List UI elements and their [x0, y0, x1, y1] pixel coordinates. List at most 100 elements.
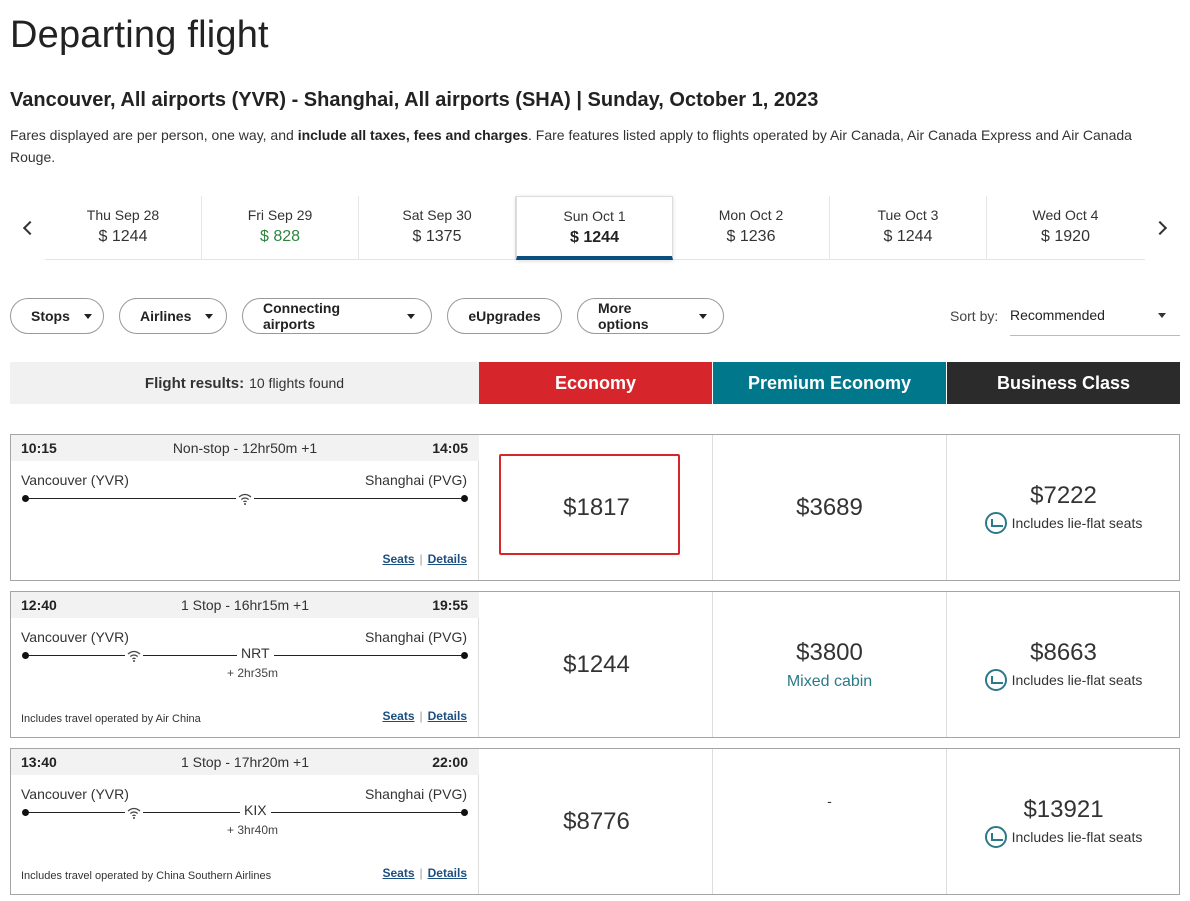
flight-info: 13:40 1 Stop - 17hr20m +1 22:00 Vancouve…	[11, 749, 479, 894]
lie-flat-text: Includes lie-flat seats	[1011, 514, 1143, 531]
date-tab-price: $ 1375	[412, 228, 462, 245]
caret-down-icon	[205, 313, 214, 319]
date-tab-date: Mon Oct 2	[718, 207, 784, 223]
more-options-label: More options	[598, 300, 649, 332]
link-separator: |	[419, 866, 423, 880]
connecting-airports-filter-button[interactable]: Connecting airports	[242, 298, 432, 334]
sort-label: Sort by:	[950, 308, 999, 324]
date-tab-fri-sep-29[interactable]: Fri Sep 29 $ 828	[202, 196, 359, 260]
date-tab-date: Thu Sep 28	[86, 207, 160, 223]
lie-flat-seat-icon	[984, 511, 1007, 534]
flight-row-2: 12:40 1 Stop - 16hr15m +1 19:55 Vancouve…	[10, 591, 1180, 738]
date-tab-sat-sep-30[interactable]: Sat Sep 30 $ 1375	[359, 196, 516, 260]
caret-down-icon	[407, 313, 415, 319]
premium-price: $3800	[796, 638, 863, 666]
flight-links: Seats | Details	[382, 866, 467, 880]
layover-duration: + 3hr40m	[227, 823, 279, 837]
date-tab-sun-oct-1[interactable]: Sun Oct 1 $ 1244	[516, 196, 673, 260]
business-price: $8663	[1030, 638, 1097, 666]
cabin-header-business[interactable]: Business Class	[947, 362, 1180, 404]
economy-fare-cell[interactable]: $1817	[480, 435, 713, 580]
origin-airport: Vancouver (YVR)	[21, 786, 129, 802]
business-fare-cell[interactable]: $13921 Includes lie-flat seats	[947, 749, 1180, 894]
seats-link[interactable]: Seats	[382, 552, 415, 566]
origin-dot	[22, 495, 29, 502]
column-divider	[946, 749, 947, 894]
details-link[interactable]: Details	[427, 866, 467, 880]
airlines-filter-button[interactable]: Airlines	[119, 298, 227, 334]
premium-unavailable: -	[827, 793, 832, 809]
date-tab-thu-sep-28[interactable]: Thu Sep 28 $ 1244	[45, 196, 202, 260]
economy-price: $8776	[563, 807, 630, 835]
flight-links: Seats | Details	[382, 552, 467, 566]
stops-filter-label: Stops	[31, 308, 70, 324]
seats-link[interactable]: Seats	[382, 709, 415, 723]
seats-link[interactable]: Seats	[382, 866, 415, 880]
fare-note-bold: include all taxes, fees and charges	[297, 127, 529, 143]
origin-dot	[22, 652, 29, 659]
details-link[interactable]: Details	[427, 552, 467, 566]
next-dates-button[interactable]	[1152, 214, 1172, 242]
destination-airport: Shanghai (PVG)	[365, 472, 467, 488]
column-divider	[712, 592, 713, 737]
sort-value: Recommended	[1010, 307, 1105, 323]
business-fare-cell[interactable]: $7222 Includes lie-flat seats	[947, 435, 1180, 580]
results-label: Flight results:	[144, 374, 245, 392]
stop-airport-code: NRT	[237, 645, 274, 661]
flight-info: 12:40 1 Stop - 16hr15m +1 19:55 Vancouve…	[11, 592, 479, 737]
cabin-header-economy[interactable]: Economy	[479, 362, 712, 404]
origin-dot	[22, 809, 29, 816]
sort-select[interactable]: Recommended	[1010, 298, 1180, 336]
more-options-button[interactable]: More options	[577, 298, 724, 334]
flight-times-bar: 12:40 1 Stop - 16hr15m +1 19:55	[11, 592, 479, 618]
page-title: Departing flight	[10, 14, 269, 56]
date-tab-price: $ 1244	[570, 229, 619, 246]
flight-times-bar: 10:15 Non-stop - 12hr50m +1 14:05	[11, 435, 479, 461]
date-tab-price: $ 1236	[726, 228, 776, 245]
connecting-airports-filter-label: Connecting airports	[263, 300, 340, 332]
fare-note: Fares displayed are per person, one way,…	[10, 124, 1175, 168]
date-tab-mon-oct-2[interactable]: Mon Oct 2 $ 1236	[673, 196, 830, 260]
column-divider	[712, 435, 713, 580]
lie-flat-note: Includes lie-flat seats	[984, 511, 1143, 534]
date-tab-date: Sat Sep 30	[402, 207, 472, 223]
economy-fare-cell[interactable]: $8776	[480, 749, 713, 894]
lie-flat-text: Includes lie-flat seats	[1011, 828, 1143, 845]
cabin-header-premium-economy[interactable]: Premium Economy	[713, 362, 946, 404]
flight-row-3: 13:40 1 Stop - 17hr20m +1 22:00 Vancouve…	[10, 748, 1180, 895]
wifi-icon	[125, 803, 143, 819]
departure-time: 10:15	[21, 440, 57, 456]
layover-duration: + 2hr35m	[227, 666, 279, 680]
route-heading: Vancouver, All airports (YVR) - Shanghai…	[10, 89, 819, 111]
route-line: KIX + 3hr40m	[22, 802, 468, 837]
date-tab-price: $ 828	[259, 228, 301, 245]
lie-flat-text: Includes lie-flat seats	[1011, 671, 1143, 688]
economy-fare-cell[interactable]: $1244	[480, 592, 713, 737]
business-fare-cell[interactable]: $8663 Includes lie-flat seats	[947, 592, 1180, 737]
previous-dates-button[interactable]	[18, 214, 38, 242]
flight-duration: 1 Stop - 17hr20m +1	[180, 754, 310, 770]
flight-duration: 1 Stop - 16hr15m +1	[180, 597, 310, 613]
arrival-time: 19:55	[432, 597, 468, 613]
column-divider	[946, 592, 947, 737]
destination-dot	[461, 495, 468, 502]
date-tab-wed-oct-4[interactable]: Wed Oct 4 $ 1920	[987, 196, 1144, 260]
eupgrades-filter-button[interactable]: eUpgrades	[447, 298, 562, 334]
flight-duration: Non-stop - 12hr50m +1	[172, 440, 318, 456]
date-tab-date: Tue Oct 3	[877, 207, 939, 223]
details-link[interactable]: Details	[427, 709, 467, 723]
arrival-time: 22:00	[432, 754, 468, 770]
departure-time: 13:40	[21, 754, 57, 770]
arrival-time: 14:05	[432, 440, 468, 456]
stop-airport-code: KIX	[240, 802, 271, 818]
business-price: $7222	[1030, 481, 1097, 509]
business-price: $13921	[1023, 795, 1104, 823]
premium-fare-cell[interactable]: $3689	[713, 435, 946, 580]
date-tab-tue-oct-3[interactable]: Tue Oct 3 $ 1244	[830, 196, 987, 260]
link-separator: |	[419, 552, 423, 566]
flight-info: 10:15 Non-stop - 12hr50m +1 14:05 Vancou…	[11, 435, 479, 580]
date-tab-price: $ 1920	[1041, 228, 1090, 245]
premium-fare-cell[interactable]: $3800 Mixed cabin	[713, 592, 946, 737]
airlines-filter-label: Airlines	[140, 308, 192, 324]
stops-filter-button[interactable]: Stops	[10, 298, 104, 334]
